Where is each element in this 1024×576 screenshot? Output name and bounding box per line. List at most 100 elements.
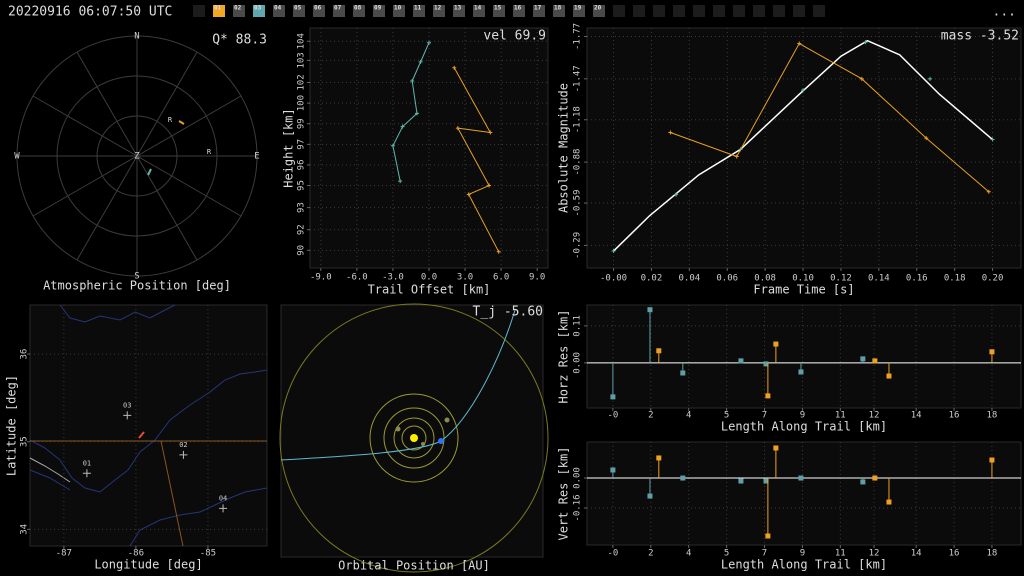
tab-label[interactable]: 07	[334, 5, 342, 12]
x-tick-label: -87	[56, 549, 72, 559]
tab-label[interactable]: 12	[434, 5, 442, 12]
station-marker: R	[168, 116, 173, 124]
y-axis-label: Horz Res [km]	[557, 310, 571, 404]
tab[interactable]	[493, 5, 505, 17]
tab[interactable]	[293, 5, 305, 17]
point-marker	[859, 76, 864, 81]
point-marker	[427, 40, 431, 45]
point-marker	[452, 65, 457, 70]
point-marker	[487, 183, 492, 188]
tab[interactable]	[473, 5, 485, 17]
residual-point	[886, 373, 892, 379]
residual-point	[610, 467, 616, 473]
x-tick-label: 7	[762, 411, 767, 421]
tab[interactable]	[513, 5, 525, 17]
point-label: 03	[123, 401, 131, 409]
x-tick-label: 9	[800, 411, 805, 421]
meteor-ground-track	[138, 431, 145, 439]
tab-label[interactable]: 18	[554, 5, 562, 12]
x-tick-label: 16	[949, 411, 960, 421]
tab-label[interactable]: 03	[254, 5, 262, 12]
y-axis-label: Latitude [deg]	[5, 375, 19, 476]
x-tick-label: 9	[800, 549, 805, 559]
x-tick-label: 0.06	[716, 274, 738, 284]
point-marker	[82, 469, 91, 478]
empty-tab	[693, 5, 705, 17]
tab[interactable]	[433, 5, 445, 17]
x-tick-label: 4	[686, 411, 691, 421]
tab[interactable]	[533, 5, 545, 17]
sky-caption: Atmospheric Position [deg]	[43, 279, 231, 293]
empty-tab	[653, 5, 665, 17]
tab-label[interactable]: 04	[274, 5, 282, 12]
x-axis-label: Length Along Trail [km]	[721, 558, 887, 572]
tab-label[interactable]: 20	[594, 5, 602, 12]
tab-label[interactable]: 10	[394, 5, 402, 12]
residual-point	[680, 475, 686, 481]
y-tick-label: 99	[297, 118, 307, 129]
menu-button[interactable]: ...	[993, 5, 1016, 20]
point-marker	[674, 192, 679, 197]
tab-label[interactable]: 16	[514, 5, 522, 12]
x-tick-label: 18	[987, 411, 998, 421]
empty-tab	[633, 5, 645, 17]
tab[interactable]	[233, 5, 245, 17]
tab[interactable]	[593, 5, 605, 17]
residual-point	[886, 499, 892, 505]
y-tick-label: 97	[297, 139, 307, 150]
tab[interactable]	[373, 5, 385, 17]
tab-label[interactable]: 13	[454, 5, 462, 12]
y-tick-label: 104	[297, 33, 307, 49]
series-line	[613, 39, 994, 252]
residual-point	[647, 307, 653, 313]
tab[interactable]	[313, 5, 325, 17]
tab[interactable]	[333, 5, 345, 17]
empty-tab	[753, 5, 765, 17]
point-marker	[986, 189, 991, 194]
planet	[395, 426, 401, 432]
x-tick-label: 2	[648, 549, 653, 559]
coastline	[29, 304, 268, 547]
y-tick-label: 96	[297, 160, 307, 171]
tab-label[interactable]: 01	[214, 5, 222, 12]
tab-label[interactable]: 09	[374, 5, 382, 12]
series-line	[670, 42, 990, 193]
compass-label: E	[254, 152, 259, 162]
tab[interactable]	[253, 5, 265, 17]
x-tick-label: 14	[911, 411, 922, 421]
tab[interactable]	[453, 5, 465, 17]
meteor-track	[178, 120, 185, 125]
x-tick-label: -9.0	[310, 273, 332, 283]
tab[interactable]	[213, 5, 225, 17]
tab-label[interactable]: 17	[534, 5, 542, 12]
tab-label[interactable]: 08	[354, 5, 362, 12]
tab-label[interactable]: 06	[314, 5, 322, 12]
tab-label[interactable]: 11	[414, 5, 422, 12]
point-marker	[219, 504, 228, 513]
point-marker	[418, 59, 423, 64]
tab[interactable]	[573, 5, 585, 17]
x-tick-label: 7	[762, 549, 767, 559]
y-tick-label: 93	[297, 202, 307, 213]
x-axis-label: Length Along Trail [km]	[721, 420, 887, 434]
sky-annotation: Q* 88.3	[212, 33, 267, 48]
tab-label[interactable]: 05	[294, 5, 302, 12]
compass-label: W	[14, 152, 20, 162]
residual-point	[647, 493, 653, 499]
tab[interactable]	[553, 5, 565, 17]
empty-tab	[793, 5, 805, 17]
tab-label[interactable]: 02	[234, 5, 242, 12]
tab[interactable]	[393, 5, 405, 17]
tab-label[interactable]: 19	[574, 5, 582, 12]
tab[interactable]	[353, 5, 365, 17]
tab[interactable]	[413, 5, 425, 17]
point-marker	[410, 79, 415, 84]
tab-label[interactable]: 14	[474, 5, 482, 12]
plot-annotation: vel 69.9	[483, 29, 546, 44]
tab-label[interactable]: 15	[494, 5, 502, 12]
tab[interactable]	[273, 5, 285, 17]
y-tick-label: -0.88	[573, 149, 583, 176]
point-marker	[466, 192, 471, 197]
y-tick-label: 0.11	[573, 315, 583, 337]
